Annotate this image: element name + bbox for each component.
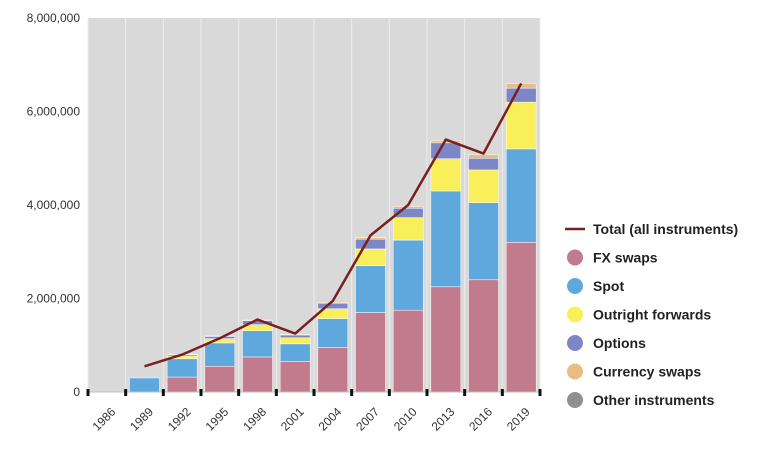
x-axis-tick	[501, 389, 504, 396]
bar-fx-swaps	[506, 242, 536, 392]
bar-spot	[318, 319, 348, 348]
bar-spot	[431, 191, 461, 287]
y-tick-label: 6,000,000	[27, 105, 81, 119]
legend: Total (all instruments) FX swaps Spot Outri…	[565, 221, 738, 408]
bar-spot	[356, 266, 386, 313]
bar-spot	[280, 344, 310, 362]
x-axis-tick	[162, 389, 165, 396]
bar-spot	[130, 378, 160, 392]
bar-fx-swaps	[393, 310, 423, 392]
x-axis-tick	[313, 389, 316, 396]
bar-fx-swaps	[280, 362, 310, 392]
legend-dot-swatch	[567, 307, 583, 323]
bar-outright-forwards	[393, 218, 423, 240]
bar-spot	[393, 240, 423, 310]
x-axis-tick	[124, 389, 127, 396]
x-tick-label: 2004	[316, 405, 345, 434]
bar-outright-forwards	[506, 102, 536, 149]
bar-fx-swaps	[205, 366, 235, 392]
bar-fx-swaps	[431, 287, 461, 392]
legend-dot-swatch	[567, 278, 583, 294]
legend-label: FX swaps	[593, 250, 658, 266]
legend-label: Total (all instruments)	[593, 221, 738, 237]
x-tick-label: 2001	[278, 405, 307, 434]
y-tick-label: 2,000,000	[27, 292, 81, 306]
legend-dot-swatch	[567, 250, 583, 266]
x-tick-label: 2007	[353, 405, 382, 434]
x-axis-tick	[200, 389, 203, 396]
bar-currency-swaps	[469, 155, 499, 159]
x-axis-tick	[463, 389, 466, 396]
bar-fx-swaps	[167, 377, 197, 392]
bar-currency-swaps	[356, 238, 386, 239]
x-tick-label: 2019	[504, 405, 533, 434]
x-tick-label: 2013	[429, 405, 458, 434]
x-axis-tick	[426, 389, 429, 396]
x-axis-tick	[350, 389, 353, 396]
legend-label: Other instruments	[593, 392, 715, 408]
bar-outright-forwards	[431, 159, 461, 191]
x-tick-label: 1995	[203, 405, 232, 434]
x-tick-label: 1992	[165, 405, 194, 434]
bar-fx-swaps	[356, 313, 386, 392]
bar-spot	[506, 149, 536, 243]
legend-label: Spot	[593, 278, 624, 294]
x-axis-tick	[388, 389, 391, 396]
bar-spot	[469, 203, 499, 280]
x-tick-label: 1998	[240, 405, 269, 434]
bar-options	[506, 88, 536, 102]
bar-currency-swaps	[393, 206, 423, 208]
x-tick-label: 1989	[127, 405, 156, 434]
legend-label: Options	[593, 335, 646, 351]
x-tick-label: 2016	[466, 405, 495, 434]
bar-fx-swaps	[243, 357, 273, 392]
bar-spot	[205, 343, 235, 366]
bar-fx-swaps	[318, 348, 348, 392]
x-axis-tick	[539, 389, 542, 396]
legend-dot-swatch	[567, 335, 583, 351]
bar-options	[280, 335, 310, 338]
bar-options	[469, 158, 499, 170]
bar-options	[356, 239, 386, 249]
legend-dot-swatch	[567, 392, 583, 408]
bar-outright-forwards	[280, 338, 310, 344]
bar-fx-swaps	[469, 280, 499, 392]
bar-spot	[167, 359, 197, 377]
x-tick-label: 2010	[391, 405, 420, 434]
y-tick-label: 0	[73, 385, 80, 399]
bar-spot	[243, 331, 273, 357]
bar-options	[318, 303, 348, 309]
bar-outright-forwards	[469, 170, 499, 203]
y-tick-label: 8,000,000	[27, 11, 81, 25]
x-axis-tick	[275, 389, 278, 396]
x-tick-label: 1986	[90, 405, 119, 434]
x-axis-tick	[237, 389, 240, 396]
legend-label: Currency swaps	[593, 364, 701, 380]
legend-dot-swatch	[567, 364, 583, 380]
x-axis-tick	[87, 389, 90, 396]
y-tick-label: 4,000,000	[27, 198, 81, 212]
legend-label: Outright forwards	[593, 307, 711, 323]
